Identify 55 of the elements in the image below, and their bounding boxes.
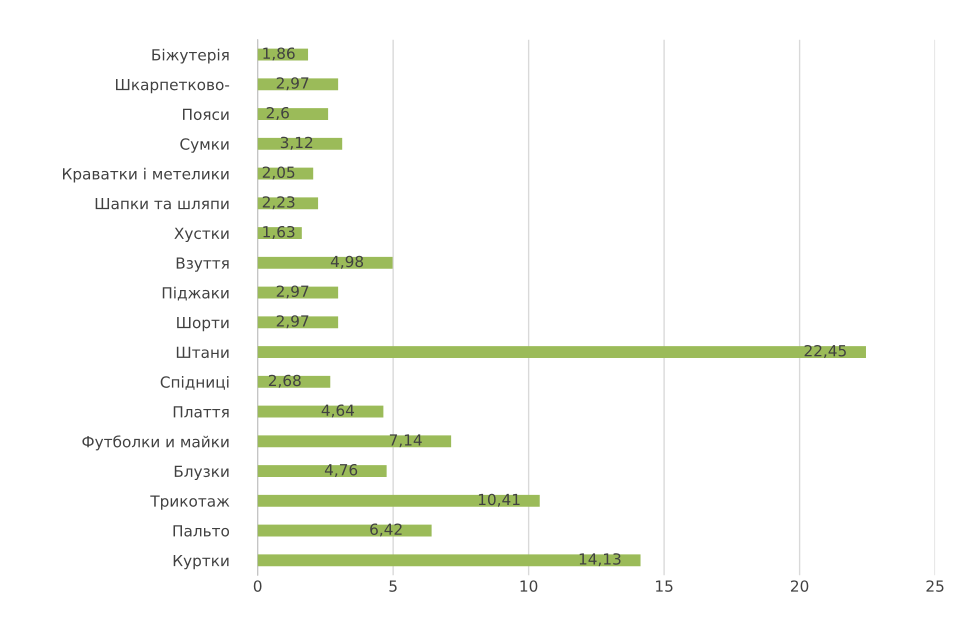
x-tick-label: 5 [389, 580, 397, 592]
data-label: 1,63 [263, 226, 294, 240]
y-tick-label: Футболки и майки [82, 435, 228, 450]
y-tick-label: Взуття [176, 257, 229, 272]
bar [258, 316, 338, 328]
data-label: 2,68 [268, 374, 301, 388]
bar [258, 406, 384, 418]
y-tick-label: Шорти [177, 316, 228, 332]
data-label: 2,05 [262, 166, 294, 180]
bar [258, 108, 328, 120]
x-tick-label: 0 [254, 580, 262, 592]
bar [258, 138, 342, 150]
data-label: 2,23 [262, 196, 294, 210]
x-tick-label: 10 [520, 580, 538, 592]
y-tick-label: Біжутерія [152, 48, 229, 64]
y-tick-label: Куртки [174, 554, 228, 570]
y-tick-label: Плаття [174, 406, 229, 418]
x-tick-label: 20 [791, 580, 808, 592]
bar [258, 465, 387, 478]
y-tick-label: Хустки [174, 228, 228, 242]
y-tick-label: Пояси [183, 108, 228, 120]
bar [258, 554, 641, 566]
data-label: 2,97 [276, 315, 308, 328]
y-tick-label: Шкарпетково- [116, 78, 230, 94]
data-label: 6,42 [370, 523, 402, 537]
data-label: 7,14 [390, 434, 422, 448]
y-tick-label: Трикотаж [150, 495, 230, 510]
y-tick-label: Шапки та шляпи [96, 198, 228, 210]
data-label: 22,45 [804, 344, 846, 358]
bar [258, 286, 338, 299]
data-label: 2,6 [266, 106, 289, 120]
x-tick-label: 25 [926, 580, 944, 592]
bar [258, 435, 452, 448]
data-label: 4,64 [322, 404, 354, 418]
bar [258, 346, 866, 358]
y-tick-label: Штани [176, 346, 228, 358]
bar [258, 494, 540, 507]
data-label: 2,97 [276, 77, 308, 90]
data-label: 10,41 [478, 494, 520, 507]
y-tick-label: Сумки [180, 138, 228, 153]
bar [258, 78, 338, 90]
data-label: 1,86 [263, 47, 295, 61]
bar [258, 256, 393, 269]
y-tick-label: Краватки і метелики [63, 168, 228, 183]
data-label: 4,98 [330, 256, 364, 269]
data-label: 14,13 [580, 553, 621, 566]
y-tick-label: Пальто [174, 525, 230, 537]
y-tick-label: Піджаки [162, 286, 228, 300]
x-tick-label: 15 [656, 580, 672, 592]
data-label: 3,12 [280, 136, 312, 150]
data-label: 2,97 [276, 285, 308, 299]
data-label: 4,76 [324, 464, 358, 478]
bar [258, 524, 432, 537]
y-tick-label: Блузки [174, 466, 228, 480]
y-tick-label: Спідниці [160, 376, 228, 390]
